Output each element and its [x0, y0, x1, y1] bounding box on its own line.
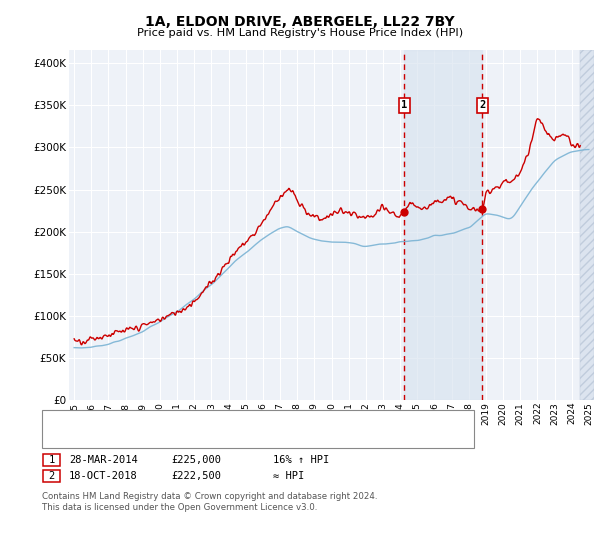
Text: 1: 1 [49, 455, 55, 465]
Text: 2: 2 [479, 100, 485, 110]
Text: 2: 2 [49, 471, 55, 481]
Text: Price paid vs. HM Land Registry's House Price Index (HPI): Price paid vs. HM Land Registry's House … [137, 28, 463, 38]
Bar [580, 50, 594, 400]
Text: Contains HM Land Registry data © Crown copyright and database right 2024.
This d: Contains HM Land Registry data © Crown c… [42, 492, 377, 512]
Text: 28-MAR-2014: 28-MAR-2014 [69, 455, 138, 465]
Bar [580, 50, 594, 400]
Text: 18-OCT-2018: 18-OCT-2018 [69, 471, 138, 481]
Text: £222,500: £222,500 [171, 471, 221, 481]
Bar [404, 50, 482, 400]
Text: 1A, ELDON DRIVE, ABERGELE, LL22 7BY: 1A, ELDON DRIVE, ABERGELE, LL22 7BY [145, 15, 455, 29]
Text: ≈ HPI: ≈ HPI [273, 471, 304, 481]
Text: 16% ↑ HPI: 16% ↑ HPI [273, 455, 329, 465]
Text: HPI: Average price, detached house, Conwy: HPI: Average price, detached house, Conw… [79, 432, 320, 442]
Text: £225,000: £225,000 [171, 455, 221, 465]
Text: 1A, ELDON DRIVE, ABERGELE, LL22 7BY (detached house): 1A, ELDON DRIVE, ABERGELE, LL22 7BY (det… [79, 416, 385, 426]
Text: 1: 1 [401, 100, 407, 110]
